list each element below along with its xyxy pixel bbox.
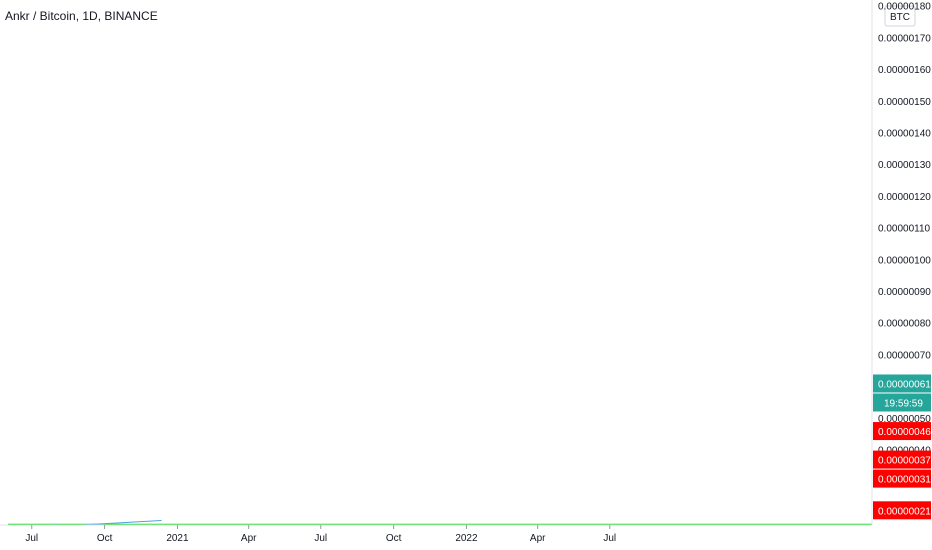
- callout-box: [621, 534, 693, 550]
- countdown-tag: [873, 393, 931, 412]
- trendline: [174, 540, 290, 550]
- x-tick-label: Jul: [314, 533, 327, 544]
- currency-badge: [884, 5, 916, 27]
- price-axis[interactable]: BTC 0.00000180 0.00000170 0.00000160 0.0000…: [871, 0, 932, 550]
- x-tick-label: 2021: [166, 533, 189, 544]
- y-tick-label: 0.00000070: [878, 350, 931, 361]
- y-tick-label: 0.00000090: [878, 287, 931, 298]
- y-tick-label: 0.00000160: [878, 65, 931, 76]
- y-tick-label: 0.00000120: [878, 192, 931, 203]
- y-tick-label: 0.00000110: [878, 224, 931, 235]
- y-tick-label: 0.00000080: [878, 319, 931, 330]
- price-tag: [873, 469, 931, 488]
- x-tick-label: Jul: [25, 533, 38, 544]
- x-tick-label: Apr: [241, 533, 257, 544]
- x-tick-label: 2022: [455, 533, 478, 544]
- price-tag: [873, 501, 931, 520]
- horizontal-levels: [8, 523, 872, 525]
- candle-body: [46, 544, 49, 550]
- price-tag: [873, 450, 931, 469]
- y-tick-label: 0.00000050: [878, 414, 931, 425]
- last-price-label: 0.00000061: [878, 379, 931, 390]
- price-tags: 0.00000061 19:59:59 0.00000046 0.00000037 0.…: [873, 374, 931, 520]
- x-ticks: Jul Oct 2021 Apr Jul Oct 2022 Apr Jul: [25, 525, 616, 544]
- x-tick-label: Oct: [386, 533, 402, 544]
- callout-label: 0.00000127: [625, 538, 689, 550]
- y-tick-label: 0.00000150: [878, 97, 931, 108]
- price-tag: [873, 422, 931, 441]
- y-tick-label: 0.00000130: [878, 160, 931, 171]
- currency-label: BTC: [890, 12, 910, 23]
- chart-title: Ankr / Bitcoin, 1D, BINANCE: [5, 9, 158, 23]
- countdown-label: 19:59:59: [884, 398, 923, 409]
- time-axis[interactable]: Jul Oct 2021 Apr Jul Oct 2022 Apr Jul: [0, 524, 872, 544]
- candle-body: [70, 544, 73, 549]
- x-tick-label: Oct: [97, 533, 113, 544]
- candle-body: [58, 539, 61, 547]
- candle-body: [50, 533, 53, 545]
- x-tick-label: Apr: [530, 533, 546, 544]
- y-tick-label: 0.00000170: [878, 33, 931, 44]
- candle-body: [54, 533, 57, 539]
- callout-box: [441, 544, 513, 550]
- y-tick-label: 0.00000180: [878, 2, 931, 13]
- trendline: [52, 523, 58, 525]
- price-tag-label: 0.00000031: [878, 475, 931, 486]
- callout-pointer: [435, 546, 447, 550]
- candle-body: [62, 539, 65, 546]
- candle-body: [66, 539, 69, 543]
- y-tick-label: 0.00000140: [878, 129, 931, 140]
- last-price-tag: [873, 374, 931, 393]
- x-tick-label: Jul: [603, 533, 616, 544]
- price-tag-label: 0.00000037: [878, 456, 931, 467]
- y-tick-label: 0.00000100: [878, 255, 931, 266]
- price-tag-label: 0.00000021: [878, 506, 931, 517]
- price-tag-label: 0.00000046: [878, 427, 931, 438]
